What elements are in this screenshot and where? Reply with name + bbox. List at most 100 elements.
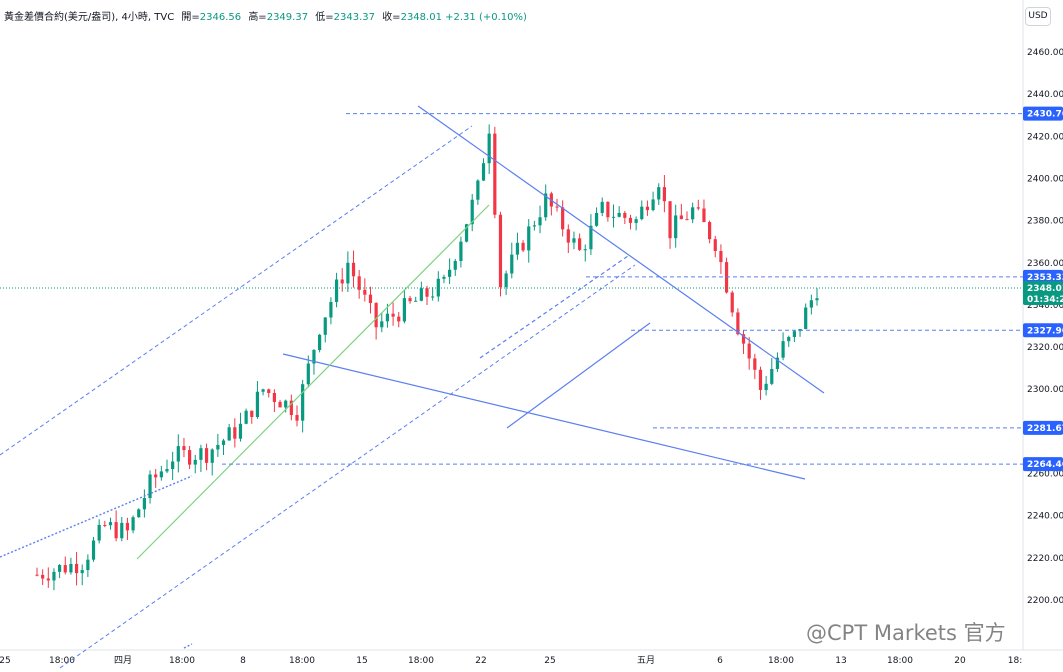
candle-body xyxy=(216,444,220,450)
candle-body xyxy=(250,410,254,418)
candle-body xyxy=(442,276,446,279)
time-tick-label: 18: xyxy=(1008,656,1022,666)
time-tick-label: 18:00 xyxy=(169,656,195,666)
time-tick-label: 13 xyxy=(835,656,846,666)
candle-body xyxy=(272,392,276,402)
open-value: 2346.56 xyxy=(199,12,242,23)
candle-body xyxy=(561,207,565,230)
close-label: 收= xyxy=(382,12,401,23)
candle-body xyxy=(227,427,231,441)
candle-body xyxy=(221,440,226,445)
candle-body xyxy=(91,540,96,560)
candle-body xyxy=(74,563,79,574)
time-tick-label: 18:00 xyxy=(408,656,434,666)
candle-body xyxy=(397,316,401,322)
price-level-tag-label: 2353.33 xyxy=(1027,273,1063,283)
candle-body xyxy=(408,298,412,302)
candle-body xyxy=(35,574,39,576)
candle-body xyxy=(131,517,135,531)
candle-body xyxy=(255,391,260,418)
candle-body xyxy=(691,207,695,220)
time-tick-label: 18:00 xyxy=(887,656,913,666)
price-tick-label: 2440.00 xyxy=(1027,90,1063,100)
candle-body xyxy=(380,321,384,328)
candle-body xyxy=(278,401,282,408)
candle-body xyxy=(431,296,435,298)
candle-body xyxy=(125,522,130,531)
candle-body xyxy=(481,163,486,181)
candle-body xyxy=(425,288,429,297)
candle-body xyxy=(758,369,763,390)
candle-body xyxy=(261,389,265,392)
current-price-tag xyxy=(1023,281,1063,306)
candle-body xyxy=(685,219,689,221)
trendline-lower xyxy=(282,353,806,480)
candle-body xyxy=(142,498,146,510)
candle-body xyxy=(515,242,520,255)
price-tick-label: 2240.00 xyxy=(1027,512,1063,522)
candle-body xyxy=(787,337,791,342)
time-tick-label: 18:00 xyxy=(289,656,315,666)
time-tick-label: 五月 xyxy=(637,655,655,666)
currency-button[interactable]: USD xyxy=(1025,7,1051,26)
candle-body xyxy=(736,312,740,335)
candle-body xyxy=(521,242,525,251)
candle-body xyxy=(617,212,621,217)
time-tick-label: 四月 xyxy=(114,655,132,666)
candle-body xyxy=(233,427,237,439)
candle-body xyxy=(340,279,344,284)
high-value: 2349.37 xyxy=(266,12,309,23)
channel-line-lower xyxy=(506,322,651,429)
dashed-channel-upper xyxy=(0,125,473,456)
candle-body xyxy=(532,225,536,227)
dotted-support-line-2 xyxy=(183,643,193,649)
price-level-tag-label: 2264.46 xyxy=(1027,460,1063,470)
time-tick-label: 22 xyxy=(475,656,486,666)
candle-body xyxy=(775,357,780,369)
candle-body xyxy=(329,301,333,318)
candle-body xyxy=(97,524,101,541)
price-tick-label: 2200.00 xyxy=(1027,596,1063,606)
time-tick-label: 20 xyxy=(954,656,966,666)
candle-body xyxy=(470,199,474,225)
candle-body xyxy=(719,251,723,263)
candle-body xyxy=(611,216,616,218)
candle-body xyxy=(651,199,655,211)
candle-body xyxy=(713,239,717,252)
candle-body xyxy=(120,522,124,539)
candle-body xyxy=(634,219,638,223)
change-value: +2.31 (+0.10%) xyxy=(445,12,527,23)
current-price-label: 2348.01 xyxy=(1027,284,1063,294)
time-tick-label: 18:00 xyxy=(49,656,75,666)
candle-body xyxy=(781,341,785,358)
candle-body xyxy=(815,298,819,301)
symbol-label: 黃金差價合約(美元/盎司), 4小時, TVC xyxy=(4,12,175,23)
candle-body xyxy=(464,224,469,242)
candle-body xyxy=(41,574,45,579)
candle-body xyxy=(374,303,378,328)
candle-body xyxy=(58,565,62,572)
candle-body xyxy=(63,565,67,573)
candle-body xyxy=(504,273,508,288)
candle-body xyxy=(154,474,158,478)
time-tick-label: 25 xyxy=(544,656,555,666)
candle-body xyxy=(493,133,497,215)
candle-body xyxy=(527,226,531,251)
price-level-tag xyxy=(1023,457,1063,472)
time-tick-label: 18:00 xyxy=(768,656,794,666)
candle-body xyxy=(606,201,610,218)
candle-body xyxy=(770,368,774,384)
candle-body xyxy=(628,217,633,223)
candle-body xyxy=(238,423,243,439)
countdown-label: 01:34:27 xyxy=(1027,295,1063,305)
candle-body xyxy=(391,313,395,317)
candle-body xyxy=(323,317,327,335)
price-tick-label: 2360.00 xyxy=(1027,259,1063,269)
candle-body xyxy=(176,446,180,462)
candle-body xyxy=(165,469,169,472)
candle-body xyxy=(385,313,390,322)
candle-body xyxy=(702,208,706,223)
candle-body xyxy=(657,187,661,200)
candle-body xyxy=(809,300,813,308)
